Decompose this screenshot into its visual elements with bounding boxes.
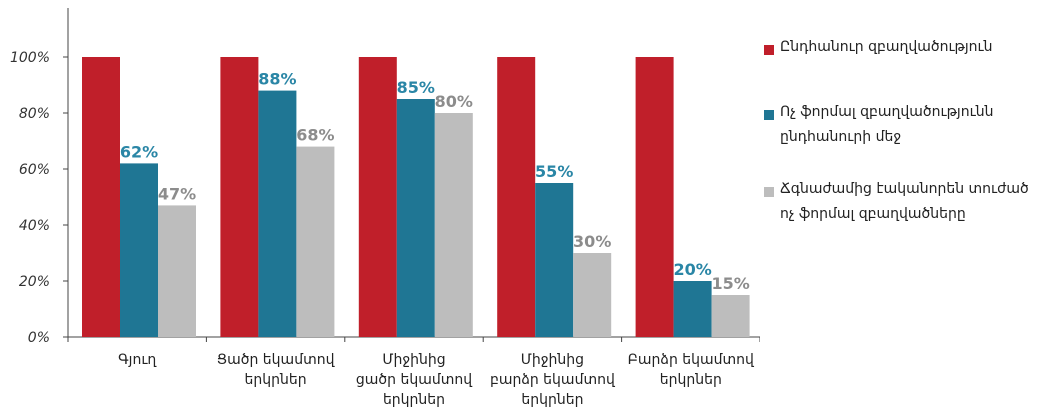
bar — [220, 57, 259, 337]
bar — [434, 113, 473, 337]
bar — [358, 57, 397, 337]
bar-chart: 0%20%40%60%80%100% 62%47%88%68%85%80%55%… — [10, 8, 760, 408]
x-axis — [67, 336, 760, 342]
y-tick-label: 60% — [19, 162, 50, 178]
data-label: 88% — [258, 70, 296, 89]
bar — [158, 205, 196, 337]
x-tick-label: Միջինից բարձր եկամտով երկրներ — [490, 352, 616, 408]
data-label: 62% — [120, 142, 158, 161]
x-tick-label: Բարձր եկամտով երկրներ — [628, 352, 755, 388]
data-label: 20% — [673, 260, 711, 279]
legend-label: Ճգնաժամից էականորեն տուժած ոչ ֆորմալ զբա… — [780, 181, 1029, 222]
bar — [120, 163, 158, 337]
bar — [296, 146, 335, 337]
data-label: 55% — [535, 162, 573, 181]
x-tick-label: Գյուղ — [118, 352, 157, 368]
data-label: 30% — [573, 232, 611, 251]
data-label: 80% — [435, 92, 473, 111]
bar — [635, 57, 674, 337]
legend-item-affected-informal: Ճգնաժամից էականորեն տուժած ոչ ֆորմալ զբա… — [764, 181, 1030, 227]
bar — [711, 295, 750, 337]
legend-swatch-total — [764, 45, 774, 55]
data-label: 68% — [296, 126, 334, 145]
data-label: 47% — [158, 184, 196, 203]
bar — [258, 90, 297, 337]
y-tick-label: 100% — [10, 50, 50, 66]
legend-item-informal-employment: Ոչ ֆորմալ զբաղվածությունն ընդհանուրի մեջ — [764, 104, 1030, 150]
x-tick-label: Միջինից ցածր եկամտով երկրներ — [356, 352, 473, 408]
bar — [396, 99, 435, 337]
bar — [673, 281, 712, 337]
x-tick-label: Ցածր եկամտով երկրներ — [217, 352, 336, 388]
legend-label: Ընդհանուր զբաղվածություն — [780, 39, 993, 55]
y-axis: 0% 20% 40% 60% 80% 100% — [10, 8, 69, 346]
bar — [82, 57, 120, 337]
y-tick-label: 80% — [19, 106, 50, 122]
y-tick-label: 40% — [19, 218, 50, 234]
legend-swatch-affected — [764, 187, 774, 197]
legend-swatch-informal — [764, 110, 774, 120]
bars — [82, 57, 750, 337]
data-label: 15% — [711, 274, 749, 293]
data-label: 85% — [397, 78, 435, 97]
data-labels: 62% 47% 88% 68% 85%80% 55% 30% 20%15% — [120, 70, 750, 293]
bar — [535, 183, 574, 337]
y-tick-label: 0% — [28, 330, 50, 346]
y-tick-label: 20% — [19, 274, 50, 290]
legend-label: Ոչ ֆորմալ զբաղվածությունն ընդհանուրի մեջ — [780, 104, 994, 145]
x-tick-labels: Գյուղ Ցածր եկամտով երկրներ Միջինից ցածր եկամ… — [118, 352, 755, 408]
bar — [497, 57, 536, 337]
bar — [573, 253, 612, 337]
legend-item-total-employment: Ընդհանուր զբաղվածություն — [764, 39, 1030, 60]
